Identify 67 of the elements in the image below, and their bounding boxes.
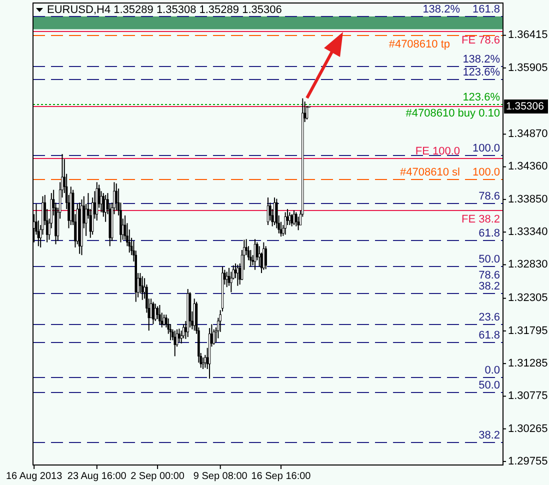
candlestick bbox=[250, 249, 252, 268]
candlestick bbox=[174, 330, 176, 357]
annotation: 78.6 bbox=[478, 190, 500, 202]
candlestick bbox=[226, 271, 228, 288]
candlestick bbox=[290, 214, 293, 227]
x-tick-label: 9 Sep 08:00 bbox=[193, 471, 248, 482]
candlestick bbox=[158, 304, 161, 325]
candlestick bbox=[162, 314, 166, 326]
candlestick bbox=[266, 197, 270, 226]
candlestick bbox=[154, 303, 156, 322]
candlestick bbox=[262, 242, 265, 270]
candlestick bbox=[104, 194, 107, 222]
candlestick bbox=[178, 328, 180, 343]
annotation: 78.6 bbox=[478, 270, 500, 282]
annotation: 100.0 bbox=[472, 166, 500, 178]
candlestick bbox=[141, 276, 144, 300]
annotation: 38.2 bbox=[478, 430, 500, 442]
candlestick bbox=[236, 264, 239, 286]
x-tick-label: 23 Aug 16:00 bbox=[67, 471, 127, 482]
candlestick bbox=[284, 212, 286, 236]
candlestick bbox=[193, 298, 196, 332]
y-tick-label: 1.29755 bbox=[508, 455, 548, 468]
annotation: 138.2% bbox=[422, 4, 460, 16]
candlestick bbox=[295, 212, 298, 227]
annotation: FE 38.2 bbox=[461, 214, 500, 226]
annotation: 50.0 bbox=[478, 380, 500, 392]
x-tick-label: 16 Aug 2013 bbox=[6, 471, 63, 482]
candlestick bbox=[152, 301, 154, 325]
candlestick bbox=[288, 212, 291, 226]
y-tick-label: 1.33850 bbox=[508, 193, 548, 206]
annotation: 0.0 bbox=[484, 364, 500, 376]
candlestick bbox=[292, 210, 296, 226]
annotation: 123.6% bbox=[462, 92, 500, 104]
chart-title: EURUSD,H4 1.35289 1.35308 1.35289 1.35306 bbox=[47, 4, 282, 16]
annotation: 123.6% bbox=[462, 66, 500, 78]
annotation: 61.8 bbox=[478, 228, 500, 240]
y-tick-label: 1.36415 bbox=[508, 29, 548, 42]
annotation: 23.6 bbox=[478, 312, 500, 324]
candlestick bbox=[156, 306, 159, 320]
y-tick-label: 1.32830 bbox=[508, 258, 548, 271]
candlestick bbox=[264, 246, 267, 270]
annotation: #4708610 buy 0.10 bbox=[406, 108, 500, 120]
candlestick bbox=[297, 216, 300, 231]
y-tick-label: 1.34360 bbox=[508, 160, 548, 173]
y-tick-label: 1.30265 bbox=[508, 422, 548, 435]
annotation: FE 78.6 bbox=[461, 34, 500, 46]
candlestick bbox=[306, 106, 308, 120]
annotation: 50.0 bbox=[478, 254, 500, 266]
annotation: 38.2 bbox=[478, 280, 500, 292]
y-tick-label: 1.30775 bbox=[508, 390, 548, 402]
annotation: 61.8 bbox=[478, 330, 500, 342]
y-tick-label: 1.32305 bbox=[508, 292, 548, 304]
annotation: FE 100.0 bbox=[415, 146, 460, 158]
annotation: 138.2% bbox=[462, 54, 500, 66]
y-tick-label: 1.34870 bbox=[508, 128, 548, 140]
annotation: 100.0 bbox=[472, 142, 500, 154]
y-tick-label: 1.33340 bbox=[508, 226, 548, 238]
annotation: 161.8 bbox=[472, 4, 500, 16]
y-tick-label: 1.35905 bbox=[508, 62, 548, 74]
candlestick bbox=[254, 238, 256, 270]
annotation: #4708610 tp bbox=[388, 38, 450, 50]
ref-line-label: 1.35306 bbox=[506, 100, 544, 112]
x-tick-label: 16 Sep 16:00 bbox=[251, 471, 312, 482]
y-tick-label: 1.31285 bbox=[508, 357, 548, 370]
annotation: #4708610 sl bbox=[400, 166, 460, 178]
x-tick-label: 2 Sep 00:00 bbox=[130, 471, 185, 482]
y-tick-label: 1.31795 bbox=[508, 324, 548, 337]
